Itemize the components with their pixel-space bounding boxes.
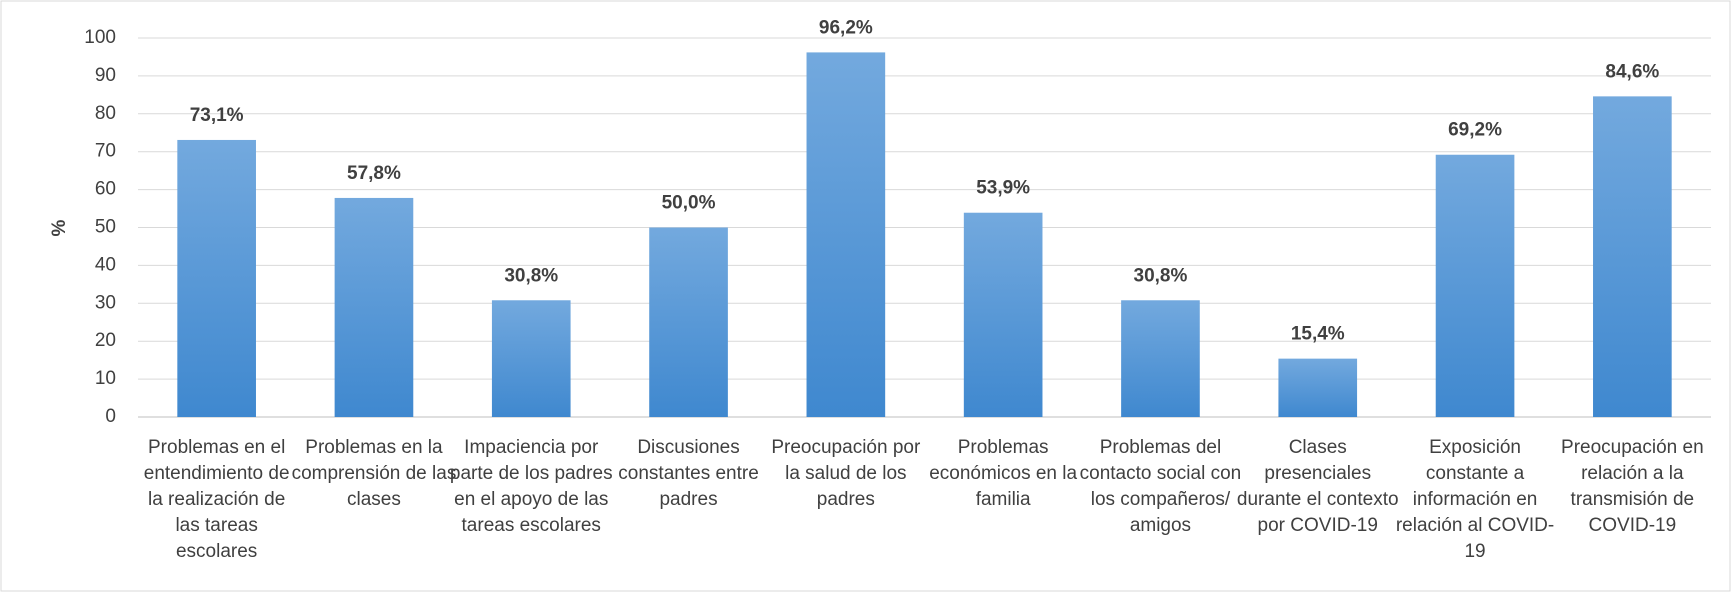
bar — [177, 139, 256, 418]
data-label: 69,2% — [1448, 120, 1502, 141]
y-tick-label: 50 — [95, 217, 116, 238]
x-tick-label: Problemas en la comprensión de las clase… — [291, 437, 457, 510]
data-label: 53,9% — [976, 178, 1030, 199]
bar — [963, 212, 1043, 417]
data-label: 96,2% — [819, 17, 873, 38]
bar — [649, 227, 728, 417]
x-tick-label: Exposición constante a información en re… — [1395, 437, 1555, 562]
x-tick-label: Preocupación en relación a la transmisió… — [1561, 437, 1704, 536]
y-tick-label: 20 — [95, 330, 116, 351]
x-tick-label: Preocupación por la salud de los padres — [771, 437, 921, 510]
data-label: 15,4% — [1291, 324, 1345, 345]
y-tick-label: 0 — [105, 406, 116, 427]
bar — [1435, 154, 1515, 417]
data-label: 57,8% — [347, 163, 401, 184]
bar — [334, 197, 414, 417]
y-tick-label: 30 — [95, 292, 116, 313]
y-axis-label: % — [49, 219, 70, 236]
x-tick-label: Clases presenciales durante el contexto … — [1236, 437, 1399, 536]
data-label: 50,0% — [662, 193, 716, 214]
x-tick-label: Problemas en el entendimiento de la real… — [143, 437, 290, 562]
y-tick-label: 10 — [95, 368, 116, 389]
bar — [806, 52, 886, 417]
x-tick-label: Discusiones constantes entre padres — [618, 437, 759, 510]
data-label: 73,1% — [190, 105, 244, 126]
x-tick-label: Problemas económicos en la familia — [929, 437, 1078, 510]
y-tick-label: 100 — [84, 27, 116, 48]
y-tick-label: 60 — [95, 179, 116, 200]
y-tick-label: 90 — [95, 65, 116, 86]
x-tick-label: Impaciencia por parte de los padres en e… — [449, 437, 613, 536]
x-tick-label: Problemas del contacto social con los co… — [1079, 437, 1242, 536]
data-label: 30,8% — [504, 265, 558, 286]
y-tick-label: 80 — [95, 103, 116, 124]
bar — [491, 300, 571, 417]
y-tick-label: 40 — [95, 254, 116, 275]
bar — [1278, 358, 1358, 417]
bar — [1593, 96, 1672, 417]
bar — [1121, 300, 1200, 417]
data-label: 84,6% — [1605, 61, 1659, 82]
data-label: 30,8% — [1134, 265, 1188, 286]
y-tick-label: 70 — [95, 141, 116, 162]
